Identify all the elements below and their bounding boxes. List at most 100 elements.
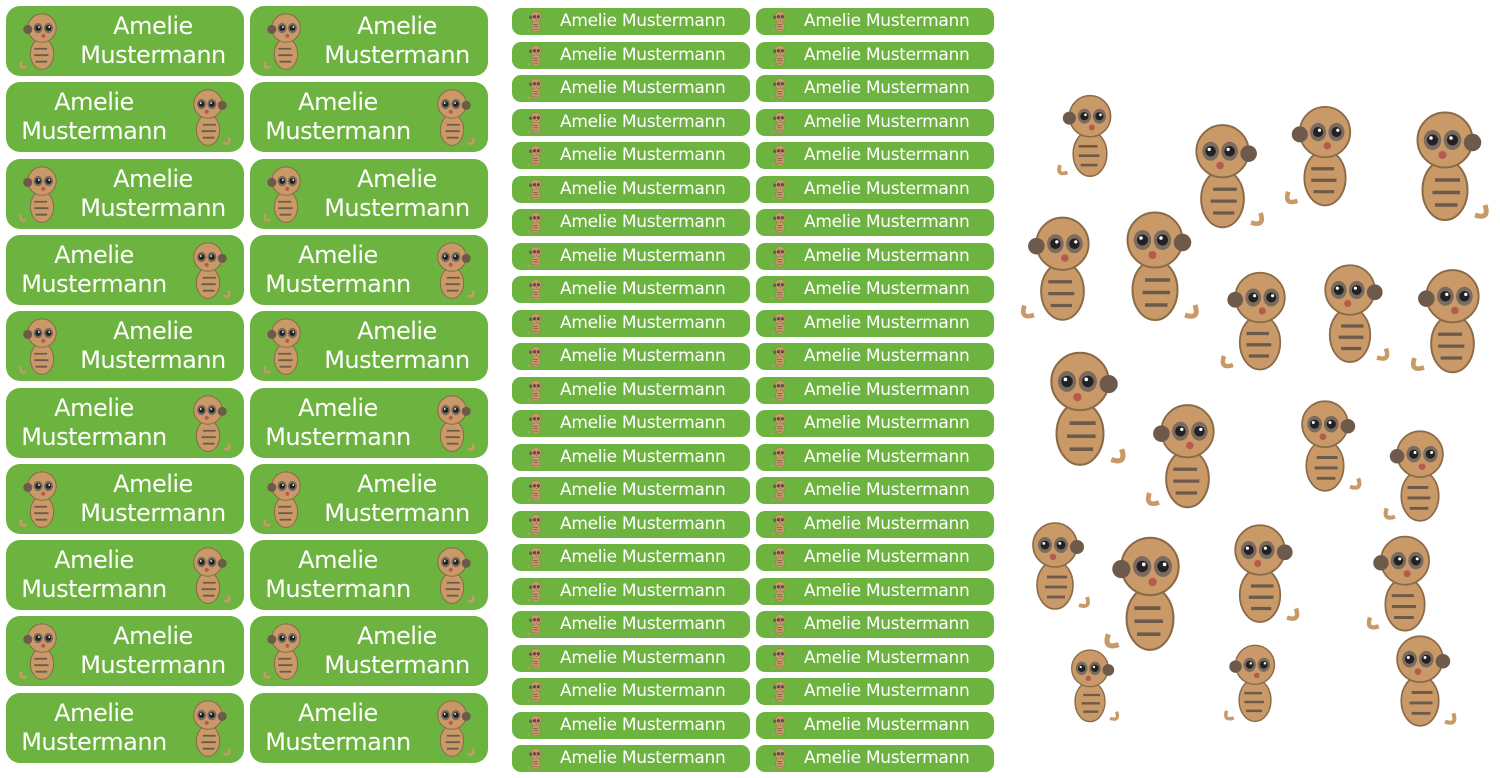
meerkat-icon [526,77,546,100]
last-name: Mustermann [80,41,226,69]
meerkat-icon [426,392,478,454]
name-label-small: Amelie Mustermann [756,477,994,504]
label-name: Amelie Mustermann [10,394,178,452]
last-name: Mustermann [21,117,167,146]
meerkat-icon [526,714,546,737]
full-name: Amelie Mustermann [804,681,970,701]
first-name: Amelie [54,240,134,269]
name-label-small: Amelie Mustermann [512,41,750,69]
label-name: Amelie Mustermann [10,241,178,299]
name-label-small: Amelie Mustermann [512,309,750,337]
last-name: Mustermann [265,727,411,756]
meerkat-icon [770,580,790,603]
full-name: Amelie Mustermann [804,379,970,400]
full-name: Amelie Mustermann [560,714,726,735]
full-name: Amelie Mustermann [560,446,726,467]
meerkat-sticker-icon [1185,640,1325,729]
name-label-small: Amelie Mustermann [756,410,994,437]
full-name: Amelie Mustermann [804,513,970,534]
meerkat-icon [526,446,546,469]
first-name: Amelie [357,317,437,346]
meerkat-sticker-icon [1020,345,1140,474]
full-name: Amelie Mustermann [804,178,970,199]
meerkat-icon [426,697,478,759]
full-name: Amelie Mustermann [560,245,726,266]
meerkat-icon [260,468,312,530]
label-name: Amelie Mustermann [68,317,238,375]
meerkat-icon [526,245,546,268]
meerkat-icon [770,747,790,770]
meerkat-icon [770,379,790,402]
name-label-small: Amelie Mustermann [756,711,994,739]
meerkat-icon [182,86,234,148]
meerkat-icon [526,580,546,603]
first-name: Amelie [113,12,193,40]
name-label-small: Amelie Mustermann [756,343,994,370]
meerkat-sticker-icon [1215,505,1305,644]
name-label-small: Amelie Mustermann [756,142,994,169]
name-label-small: Amelie Mustermann [512,276,750,303]
full-name: Amelie Mustermann [560,413,726,433]
first-name: Amelie [298,240,378,269]
meerkat-icon [770,77,790,100]
meerkat-icon [526,211,546,234]
full-name: Amelie Mustermann [804,580,970,601]
first-name: Amelie [298,393,378,422]
meerkat-icon [260,620,312,682]
meerkat-icon [16,620,68,682]
meerkat-icon [260,163,312,225]
name-label-large: Amelie Mustermann [250,234,488,305]
name-label-small: Amelie Mustermann [512,108,750,136]
meerkat-icon [526,345,546,368]
full-name: Amelie Mustermann [560,145,726,165]
meerkat-sticker-icon [1015,495,1095,639]
full-name: Amelie Mustermann [804,11,970,31]
first-name: Amelie [113,622,193,651]
meerkat-icon [770,714,790,737]
full-name: Amelie Mustermann [560,379,726,400]
name-label-large: Amelie Mustermann [6,540,244,611]
meerkat-icon [526,10,546,33]
name-label-small: Amelie Mustermann [512,343,750,370]
full-name: Amelie Mustermann [804,413,970,433]
first-name: Amelie [298,698,378,727]
name-label-small: Amelie Mustermann [756,443,994,471]
meerkat-icon [426,86,478,148]
meerkat-icon [770,680,790,703]
meerkat-icon [526,613,546,636]
name-label-large: Amelie Mustermann [250,6,488,76]
meerkat-icon [16,163,68,225]
name-label-large: Amelie Mustermann [250,463,488,534]
label-name: Amelie Mustermann [312,317,482,375]
label-name: Amelie Mustermann [68,12,238,70]
name-label-large: Amelie Mustermann [6,234,244,305]
name-label-small: Amelie Mustermann [756,309,994,337]
meerkat-sticker-icon [1015,645,1165,729]
last-name: Mustermann [21,422,167,451]
label-name: Amelie Mustermann [254,699,422,757]
label-name: Amelie Mustermann [254,546,422,604]
meerkat-sticker-icon [1355,425,1485,529]
last-name: Mustermann [324,651,470,680]
full-name: Amelie Mustermann [560,513,726,534]
last-name: Mustermann [324,193,470,222]
name-label-small: Amelie Mustermann [756,376,994,404]
label-name: Amelie Mustermann [10,88,178,146]
name-label-small: Amelie Mustermann [756,8,994,35]
name-label-small: Amelie Mustermann [756,611,994,638]
meerkat-sticker-icon [1215,250,1305,394]
full-name: Amelie Mustermann [804,446,970,467]
full-name: Amelie Mustermann [804,212,970,232]
name-label-small: Amelie Mustermann [512,611,750,638]
first-name: Amelie [357,12,437,40]
full-name: Amelie Mustermann [560,11,726,31]
meerkat-sticker-icon [1015,90,1165,184]
label-name: Amelie Mustermann [312,622,482,680]
label-name: Amelie Mustermann [254,394,422,452]
meerkat-icon [526,513,546,536]
name-label-small: Amelie Mustermann [512,175,750,203]
first-name: Amelie [357,469,437,498]
meerkat-icon [526,278,546,301]
first-name: Amelie [298,88,378,117]
label-name: Amelie Mustermann [254,241,422,299]
